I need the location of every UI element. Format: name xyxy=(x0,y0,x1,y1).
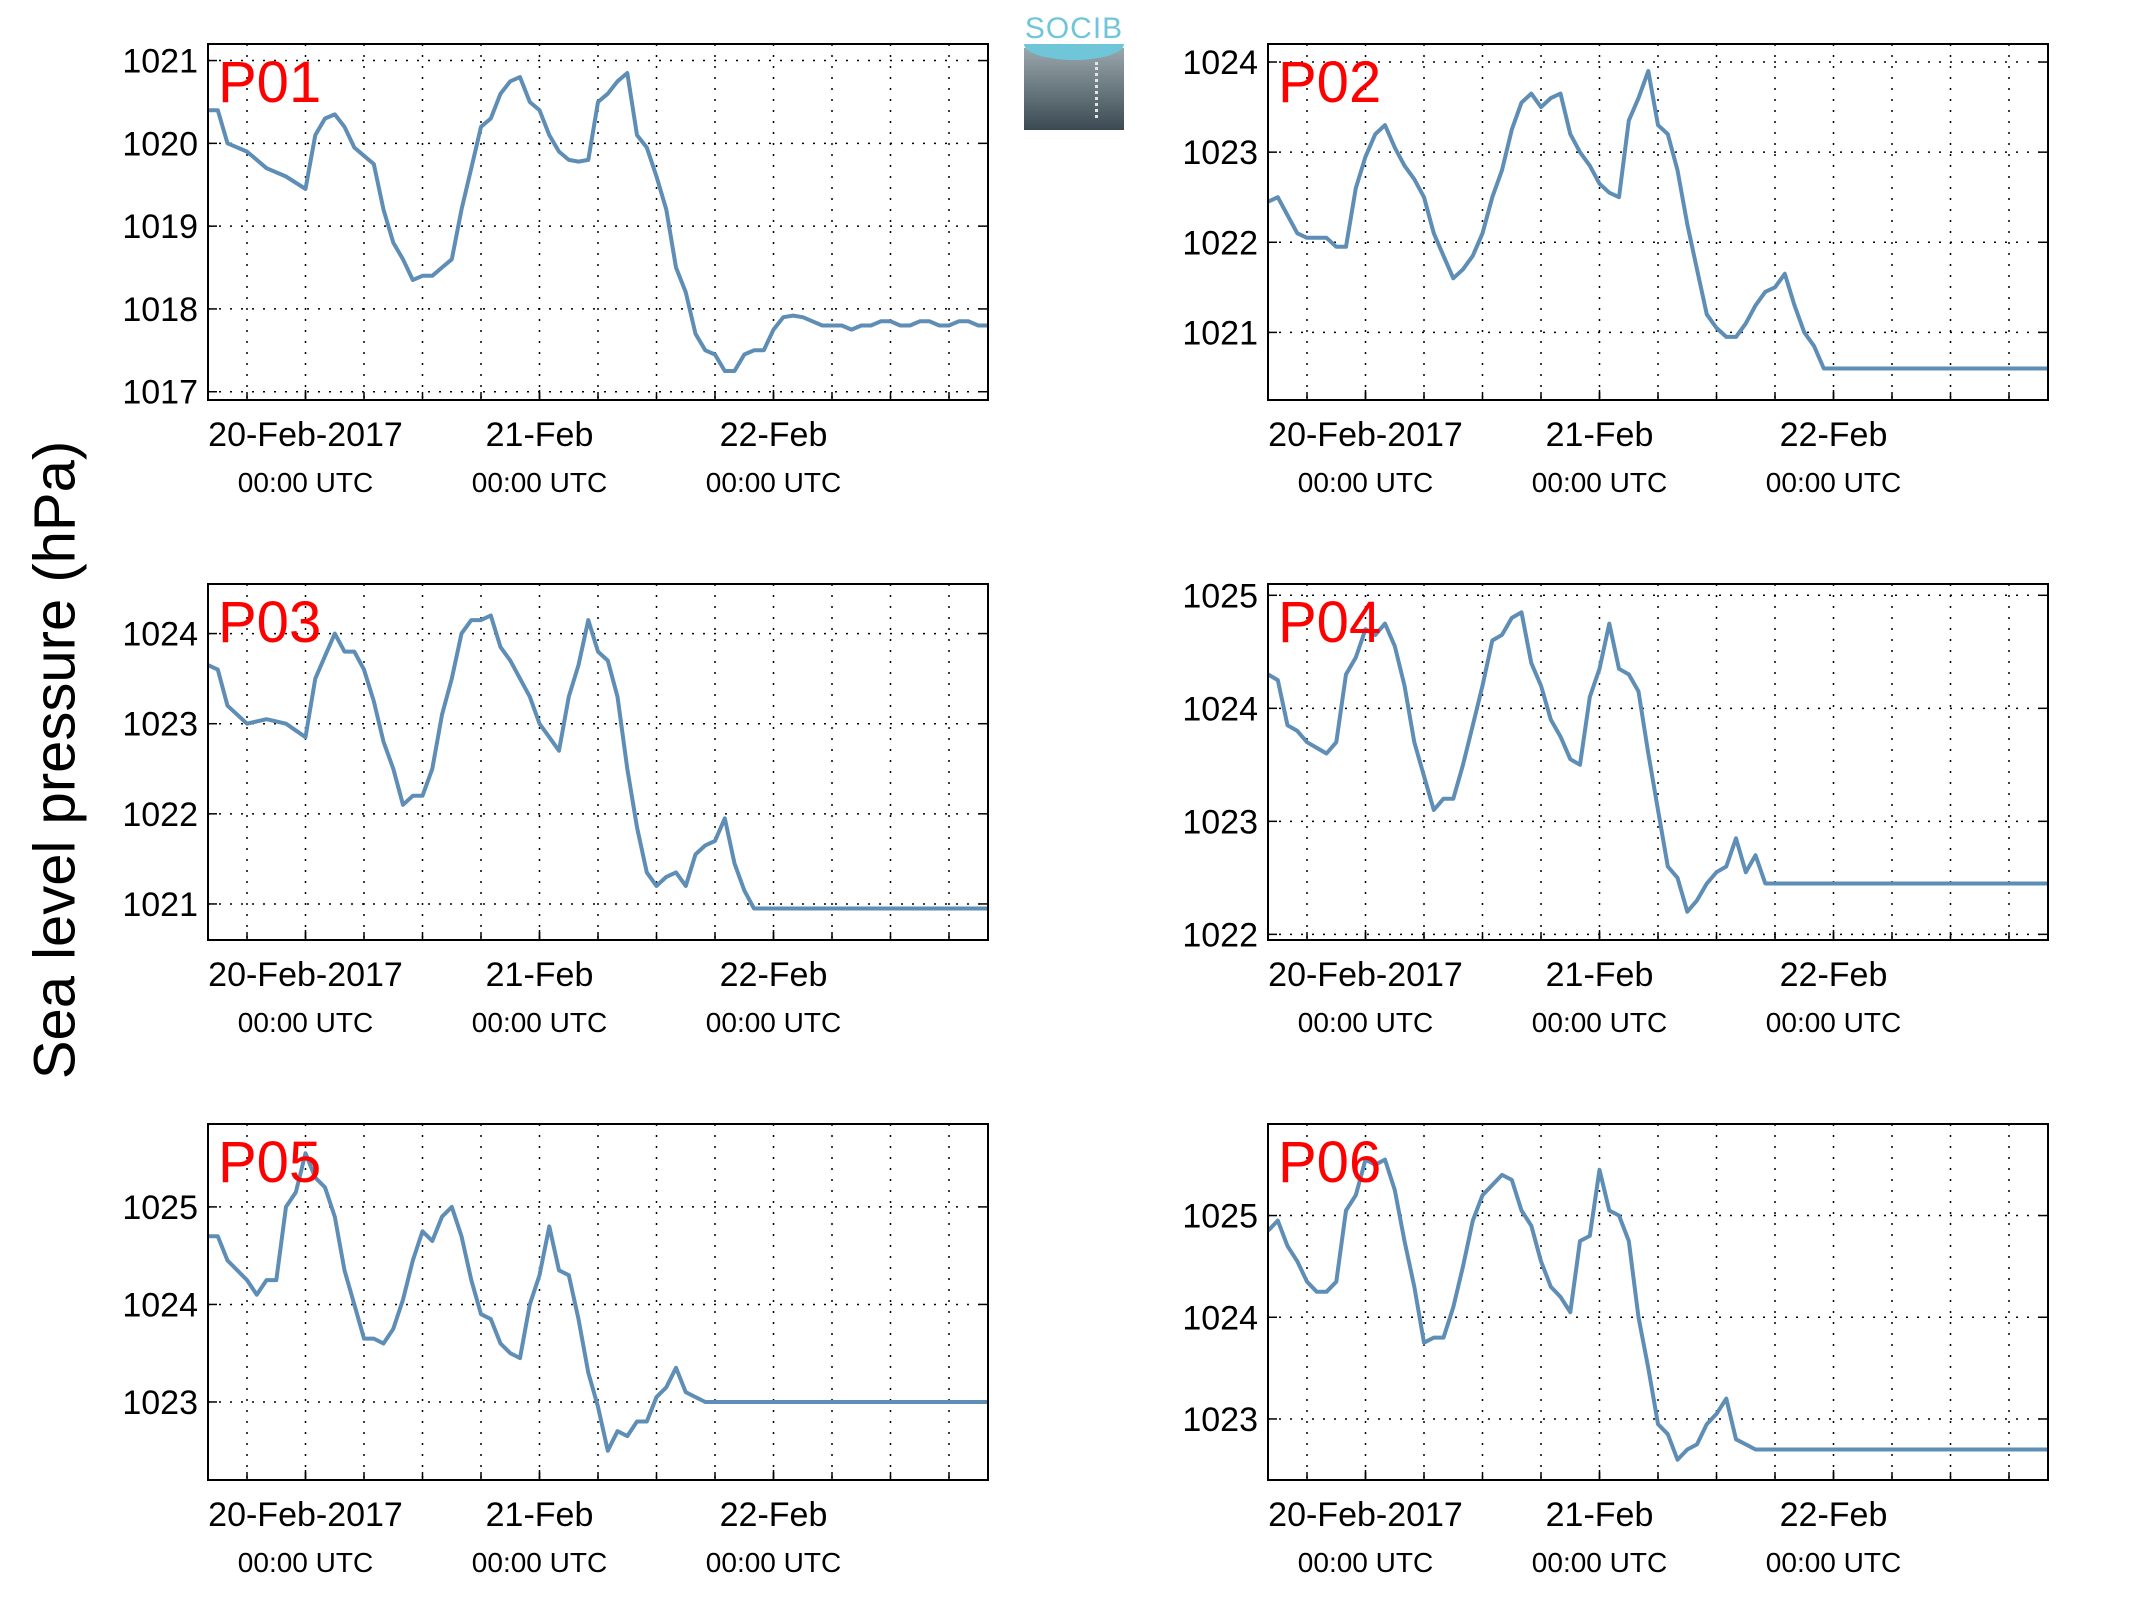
chart-panel-p05: 1023 1024 1025 20-Feb-2017 00:00 UTC 21-Feb 00… xyxy=(0,1100,1000,1620)
x-tick-sublabel: 00:00 UTC xyxy=(1298,1007,1433,1038)
x-tick-sublabel: 00:00 UTC xyxy=(472,1547,607,1578)
y-tick-label: 1022 xyxy=(122,796,198,834)
x-tick-sublabel: 00:00 UTC xyxy=(1766,1547,1901,1578)
axes-frame xyxy=(1267,583,2049,941)
chart-svg: 1021 1022 1023 1024 20-Feb-2017 00:00 UTC 21-F… xyxy=(122,583,989,1038)
axes-frame xyxy=(207,43,989,401)
x-tick-sublabel: 00:00 UTC xyxy=(706,1547,841,1578)
x-tick-label: 22-Feb xyxy=(1780,956,1888,994)
x-tick-sublabel: 00:00 UTC xyxy=(1532,467,1667,498)
y-tick-label: 1022 xyxy=(1182,916,1258,954)
x-tick-sublabel: 00:00 UTC xyxy=(238,1547,373,1578)
x-tick-label: 21-Feb xyxy=(486,416,594,454)
y-tick-label: 1024 xyxy=(1182,44,1258,82)
y-tick-label: 1022 xyxy=(1182,224,1258,262)
chart-panel-p02: 1021 1022 1023 1024 20-Feb-2017 00:00 UTC 21-F… xyxy=(1060,20,2060,540)
panel-label: P04 xyxy=(1278,590,1381,655)
x-tick-label: 22-Feb xyxy=(720,1496,828,1534)
chart-svg: 1017 1018 1019 1020 1021 20-Feb-2017 00:00 UTC… xyxy=(122,43,989,498)
y-tick-label: 1021 xyxy=(1182,314,1258,352)
x-tick-sublabel: 00:00 UTC xyxy=(1532,1547,1667,1578)
axes-frame xyxy=(207,583,989,941)
x-tick-label: 20-Feb-2017 xyxy=(1268,956,1463,994)
y-tick-label: 1023 xyxy=(1182,134,1258,172)
x-tick-sublabel: 00:00 UTC xyxy=(238,467,373,498)
panel-label: P06 xyxy=(1278,1130,1381,1195)
y-tick-label: 1024 xyxy=(1182,1299,1258,1337)
series-line xyxy=(1268,1157,2048,1462)
x-tick-label: 20-Feb-2017 xyxy=(1268,416,1463,454)
series-line xyxy=(208,71,988,373)
y-tick-label: 1023 xyxy=(122,706,198,744)
x-tick-label: 21-Feb xyxy=(1546,956,1654,994)
x-tick-label: 20-Feb-2017 xyxy=(1268,1496,1463,1534)
series-line xyxy=(1268,610,2048,914)
x-tick-label: 22-Feb xyxy=(720,956,828,994)
chart-panel-p01: 1017 1018 1019 1020 1021 20-Feb-2017 00:00 UTC… xyxy=(0,20,1000,540)
chart-svg: 1021 1022 1023 1024 20-Feb-2017 00:00 UTC 21-F… xyxy=(1182,43,2049,498)
x-tick-label: 21-Feb xyxy=(486,956,594,994)
chart-svg: 1022 1023 1024 1025 20-Feb-2017 00:00 UTC 21-F… xyxy=(1182,577,2049,1038)
x-tick-sublabel: 00:00 UTC xyxy=(1298,1547,1433,1578)
series-line xyxy=(1268,69,2048,371)
axes-frame xyxy=(207,1123,989,1481)
y-tick-label: 1023 xyxy=(1182,803,1258,841)
y-tick-label: 1024 xyxy=(122,616,198,654)
x-tick-label: 20-Feb-2017 xyxy=(208,956,403,994)
y-tick-label: 1019 xyxy=(122,208,198,246)
x-tick-label: 20-Feb-2017 xyxy=(208,1496,403,1534)
y-tick-label: 1025 xyxy=(1182,577,1258,615)
series-line xyxy=(208,613,988,911)
y-tick-label: 1025 xyxy=(122,1189,198,1227)
panel-label: P02 xyxy=(1278,50,1381,115)
panel-label: P05 xyxy=(218,1130,321,1195)
x-tick-sublabel: 00:00 UTC xyxy=(706,467,841,498)
y-tick-label: 1017 xyxy=(122,374,198,412)
x-tick-label: 21-Feb xyxy=(1546,416,1654,454)
chart-svg: 1023 1024 1025 20-Feb-2017 00:00 UTC 21-Feb 00… xyxy=(1182,1123,2049,1578)
logo-box xyxy=(1024,48,1124,130)
x-tick-sublabel: 00:00 UTC xyxy=(472,1007,607,1038)
axes-frame xyxy=(1267,43,2049,401)
x-tick-label: 22-Feb xyxy=(1780,416,1888,454)
chart-panel-p04: 1022 1023 1024 1025 20-Feb-2017 00:00 UTC 21-F… xyxy=(1060,560,2060,1080)
x-tick-label: 22-Feb xyxy=(720,416,828,454)
x-tick-sublabel: 00:00 UTC xyxy=(238,1007,373,1038)
series-line xyxy=(208,1151,988,1453)
y-tick-label: 1023 xyxy=(1182,1401,1258,1439)
x-tick-sublabel: 00:00 UTC xyxy=(706,1007,841,1038)
y-tick-label: 1021 xyxy=(122,43,198,81)
x-tick-label: 21-Feb xyxy=(1546,1496,1654,1534)
y-tick-label: 1018 xyxy=(122,291,198,329)
y-tick-label: 1024 xyxy=(122,1286,198,1324)
panel-label: P03 xyxy=(218,590,321,655)
x-tick-sublabel: 00:00 UTC xyxy=(1766,467,1901,498)
y-tick-label: 1020 xyxy=(122,125,198,163)
logo-dots xyxy=(1095,62,1098,118)
logo-wave xyxy=(1024,44,1124,60)
chart-panel-p06: 1023 1024 1025 20-Feb-2017 00:00 UTC 21-Feb 00… xyxy=(1060,1100,2060,1620)
x-tick-sublabel: 00:00 UTC xyxy=(1532,1007,1667,1038)
y-tick-label: 1025 xyxy=(1182,1198,1258,1236)
panel-label: P01 xyxy=(218,50,321,115)
chart-svg: 1023 1024 1025 20-Feb-2017 00:00 UTC 21-Feb 00… xyxy=(122,1123,989,1578)
chart-panel-p03: 1021 1022 1023 1024 20-Feb-2017 00:00 UTC 21-F… xyxy=(0,560,1000,1080)
x-tick-label: 21-Feb xyxy=(486,1496,594,1534)
y-tick-label: 1024 xyxy=(1182,690,1258,728)
x-tick-sublabel: 00:00 UTC xyxy=(1766,1007,1901,1038)
y-tick-label: 1023 xyxy=(122,1384,198,1422)
y-tick-label: 1021 xyxy=(122,886,198,924)
x-tick-sublabel: 00:00 UTC xyxy=(1298,467,1433,498)
axes-frame xyxy=(1267,1123,2049,1481)
logo-text: SOCIB xyxy=(1024,12,1124,45)
x-tick-label: 22-Feb xyxy=(1780,1496,1888,1534)
x-tick-sublabel: 00:00 UTC xyxy=(472,467,607,498)
socib-logo: SOCIB xyxy=(1024,10,1124,130)
x-tick-label: 20-Feb-2017 xyxy=(208,416,403,454)
